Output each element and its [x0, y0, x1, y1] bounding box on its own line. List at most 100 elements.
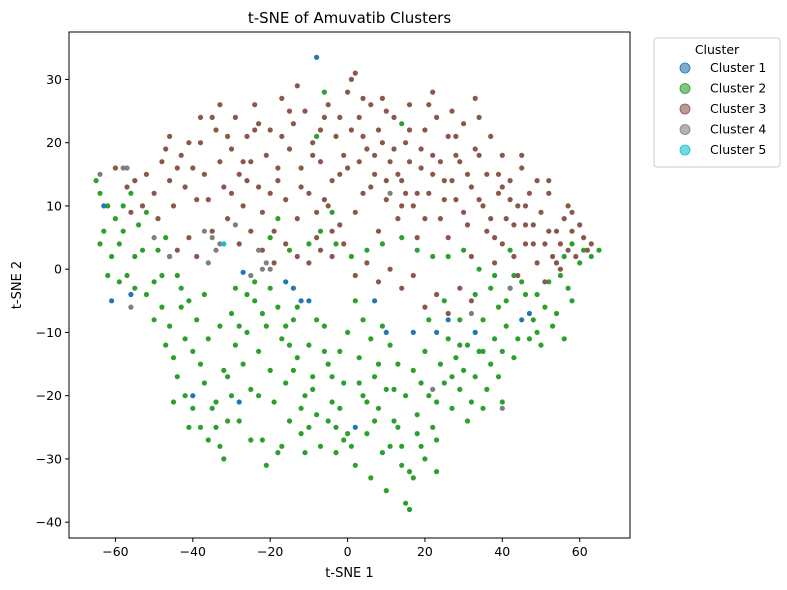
- data-point: [418, 165, 424, 171]
- data-point: [306, 298, 312, 304]
- data-point: [124, 165, 130, 171]
- data-point: [321, 197, 327, 203]
- data-point: [205, 260, 211, 266]
- data-point: [132, 253, 138, 260]
- data-point: [352, 209, 358, 215]
- data-point: [201, 171, 207, 177]
- data-point: [468, 253, 474, 260]
- data-point: [403, 140, 409, 146]
- data-point: [414, 247, 420, 253]
- data-point: [414, 431, 420, 437]
- data-point: [310, 386, 316, 392]
- data-point: [372, 171, 378, 177]
- data-point: [263, 152, 269, 158]
- data-point: [426, 317, 432, 323]
- y-tick-label: −20: [36, 388, 62, 403]
- data-point: [317, 247, 324, 253]
- data-point: [526, 336, 533, 342]
- data-point: [379, 450, 385, 456]
- data-point: [437, 216, 443, 222]
- data-point: [252, 127, 258, 133]
- data-point: [170, 203, 177, 209]
- data-point: [468, 298, 474, 304]
- data-point: [225, 216, 231, 222]
- data-point: [453, 355, 459, 361]
- data-point: [530, 241, 536, 247]
- data-point: [352, 462, 358, 468]
- data-point: [228, 310, 235, 317]
- data-point: [461, 121, 467, 127]
- data-point: [139, 247, 146, 253]
- data-point: [228, 146, 235, 152]
- data-point: [267, 266, 273, 272]
- data-point: [194, 317, 200, 323]
- legend-title: Cluster: [695, 42, 740, 57]
- data-point: [333, 424, 339, 430]
- data-point: [422, 127, 428, 133]
- data-point: [503, 298, 509, 304]
- data-point: [356, 355, 362, 361]
- data-point: [116, 279, 122, 285]
- data-point: [507, 178, 513, 184]
- data-point: [522, 222, 529, 228]
- data-point: [410, 475, 416, 481]
- data-point: [275, 178, 281, 184]
- data-point: [546, 178, 552, 184]
- data-point: [190, 405, 196, 411]
- data-point: [472, 95, 478, 101]
- data-point: [472, 291, 478, 298]
- data-point: [406, 127, 413, 133]
- data-point: [472, 329, 478, 335]
- data-point: [306, 342, 312, 348]
- series-cluster-2: [93, 89, 602, 513]
- data-point: [507, 247, 513, 253]
- data-point: [561, 336, 567, 342]
- data-point: [170, 399, 177, 405]
- data-point: [348, 253, 354, 260]
- data-point: [499, 405, 505, 411]
- data-point: [364, 260, 370, 266]
- x-axis-label: t-SNE 1: [325, 566, 373, 581]
- data-point: [546, 228, 552, 234]
- data-point: [205, 437, 211, 443]
- data-point: [569, 298, 575, 304]
- data-point: [275, 165, 281, 171]
- data-point: [364, 431, 370, 437]
- data-point: [228, 190, 235, 196]
- legend-label: Cluster 3: [710, 101, 766, 116]
- data-point: [399, 462, 405, 468]
- data-point: [290, 121, 296, 127]
- data-point: [434, 291, 440, 298]
- data-point: [356, 380, 362, 386]
- data-point: [306, 260, 312, 266]
- x-tick-label: 20: [417, 544, 433, 559]
- data-point: [240, 159, 246, 165]
- data-point: [561, 216, 567, 222]
- data-point: [221, 184, 227, 190]
- data-point: [418, 380, 424, 386]
- data-point: [283, 279, 289, 285]
- data-point: [232, 114, 238, 120]
- data-point: [248, 437, 254, 443]
- data-point: [430, 424, 436, 430]
- data-point: [337, 114, 343, 120]
- data-point: [205, 197, 211, 203]
- data-point: [399, 178, 405, 184]
- data-point: [345, 329, 351, 335]
- data-point: [553, 228, 560, 234]
- data-point: [410, 203, 416, 209]
- data-point: [403, 190, 409, 196]
- data-point: [503, 216, 509, 222]
- data-point: [167, 178, 173, 184]
- data-point: [399, 121, 405, 127]
- data-point: [395, 171, 401, 177]
- data-point: [271, 228, 277, 234]
- data-point: [519, 152, 525, 158]
- data-point: [217, 241, 223, 247]
- data-point: [341, 152, 347, 158]
- data-point: [383, 329, 389, 335]
- data-point: [178, 304, 184, 310]
- data-point: [410, 272, 416, 279]
- data-point: [581, 235, 587, 241]
- data-point: [167, 253, 173, 260]
